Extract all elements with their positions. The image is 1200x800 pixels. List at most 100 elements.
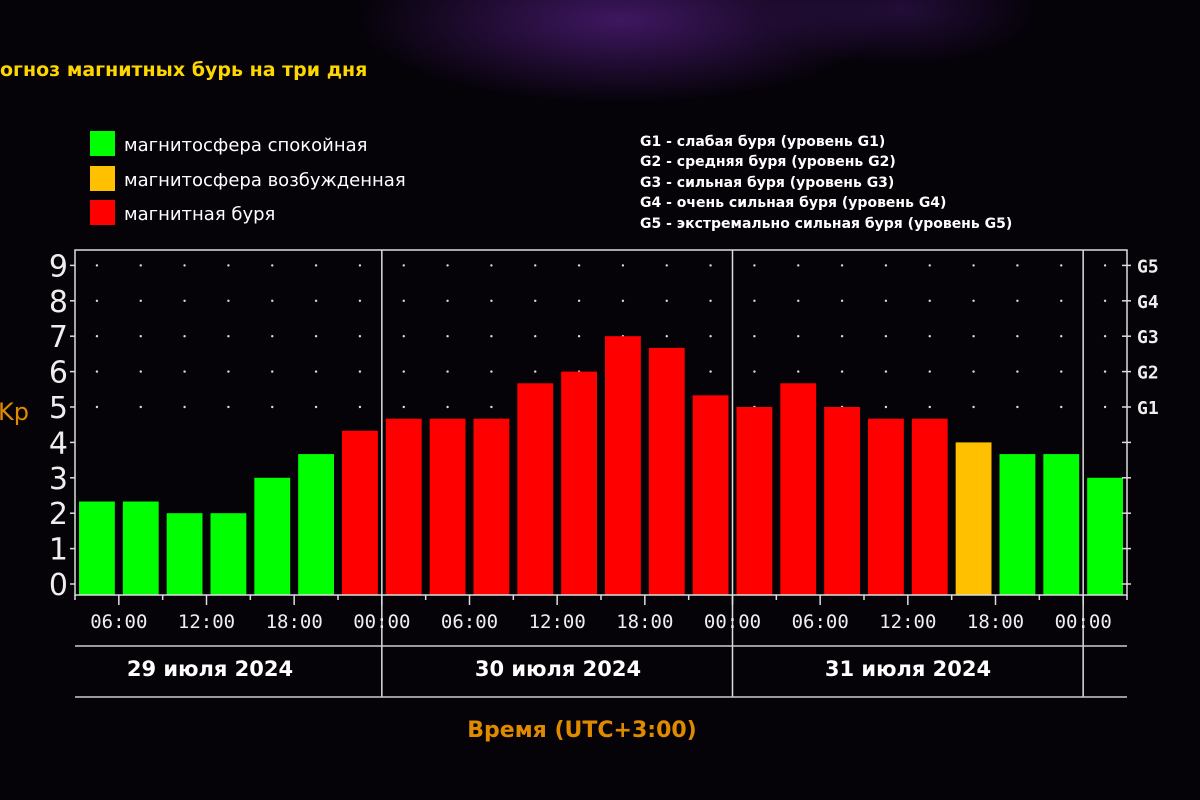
x-tick-label: 18:00	[266, 611, 323, 633]
grid-dot	[490, 264, 493, 267]
grid-dot	[753, 299, 756, 302]
day-label-1: 29 июля 2024	[127, 657, 293, 681]
legend-swatch-calm	[90, 131, 115, 156]
grid-dot	[227, 405, 230, 409]
grid-dot	[884, 299, 888, 302]
grid-dot	[1016, 299, 1019, 302]
grid-dot	[1060, 405, 1063, 409]
grid-dot	[446, 299, 449, 302]
kp-bar	[1087, 477, 1123, 595]
grid-dot	[446, 264, 449, 267]
x-tick-label: 00:00	[704, 611, 761, 633]
x-axis-label: Время (UTC+3:00)	[467, 718, 697, 743]
kp-bar	[648, 347, 685, 595]
g-tick-label: G3	[1137, 327, 1159, 348]
grid-dot	[621, 264, 625, 267]
y-tick-label: 7	[49, 320, 68, 355]
page-title: огноз магнитных бурь на три дня	[0, 59, 367, 81]
x-tick-label: 12:00	[879, 611, 936, 633]
grid-dot	[972, 264, 975, 267]
g-level-legend: G1 - слабая буря (уровень G1) G2 - средн…	[640, 134, 1012, 232]
grid-dot	[183, 264, 186, 267]
kp-bar	[999, 454, 1036, 595]
x-tick-label: 00:00	[353, 611, 410, 633]
grid-dot	[314, 405, 318, 409]
g-legend-g5: G5 - экстремально сильная буря (уровень …	[640, 216, 1012, 232]
grid-dot	[972, 335, 975, 338]
grid-dot	[1103, 264, 1107, 267]
grid-dot	[1103, 405, 1107, 409]
grid-dot	[1103, 299, 1107, 302]
grid-dot	[621, 299, 625, 302]
grid-dot	[709, 299, 712, 302]
grid-dot	[928, 299, 931, 302]
grid-dot	[402, 405, 405, 409]
grid-dot	[840, 299, 844, 302]
grid-dot	[928, 370, 931, 373]
grid-dot	[665, 264, 668, 267]
y-tick-label: 3	[49, 462, 68, 497]
kp-bar	[911, 418, 948, 595]
g-tick-label: G2	[1137, 363, 1159, 384]
y-tick-label: 4	[49, 426, 68, 461]
grid-dot	[95, 405, 99, 409]
x-tick-label: 06:00	[792, 611, 849, 633]
grid-dot	[577, 264, 581, 267]
grid-dot	[402, 370, 405, 373]
grid-dot	[884, 405, 888, 409]
grid-dot	[665, 335, 668, 338]
grid-dot	[95, 299, 99, 302]
grid-dot	[884, 335, 888, 338]
x-tick-label: 12:00	[529, 611, 586, 633]
grid-dot	[139, 405, 142, 409]
grid-dot	[358, 299, 362, 302]
grid-dot	[183, 299, 186, 302]
grid-dot	[972, 405, 975, 409]
grid-dot	[928, 335, 931, 338]
grid-dot	[534, 370, 537, 373]
grid-dot	[183, 335, 186, 338]
kp-bar	[473, 418, 510, 595]
kp-bar	[166, 513, 203, 595]
grid-dot	[753, 335, 756, 338]
grid-dot	[797, 335, 800, 338]
grid-dot	[665, 299, 668, 302]
g-legend-g3: G3 - сильная буря (уровень G3)	[640, 175, 894, 191]
g-legend-g2: G2 - средняя буря (уровень G2)	[640, 154, 896, 170]
grid-dot	[1060, 370, 1063, 373]
legend-swatch-excited	[90, 166, 115, 191]
y-axis-label: Kp	[0, 398, 29, 426]
x-tick-labels: 06:00 12:00 18:00 00:00 06:00 12:00 18:00 00:00…	[90, 611, 1112, 633]
legend-label-calm: магнитосфера спокойная	[124, 135, 367, 156]
kp-bar	[517, 383, 554, 595]
grid-dot	[972, 370, 975, 373]
grid-dot	[139, 370, 142, 373]
grid-dots	[95, 264, 1107, 409]
grid-dot	[227, 299, 230, 302]
kp-bar	[955, 442, 992, 595]
g-legend-g1: G1 - слабая буря (уровень G1)	[640, 134, 885, 150]
grid-dot	[1060, 264, 1063, 267]
grid-dot	[358, 370, 362, 373]
color-legend: магнитосфера спокойная магнитосфера возб…	[90, 131, 406, 225]
grid-dot	[1060, 335, 1063, 338]
grid-dot	[358, 264, 362, 267]
x-tick-label: 18:00	[967, 611, 1024, 633]
legend-label-excited: магнитосфера возбужденная	[124, 170, 406, 191]
x-tick-label: 06:00	[90, 611, 147, 633]
grid-dot	[753, 264, 756, 267]
grid-dot	[446, 405, 449, 409]
kp-bar	[692, 395, 729, 595]
grid-dot	[797, 299, 800, 302]
grid-dot	[1016, 370, 1019, 373]
grid-dot	[709, 264, 712, 267]
grid-dot	[490, 370, 493, 373]
kp-bar	[429, 418, 466, 595]
grid-dot	[1060, 299, 1063, 302]
grid-dot	[490, 405, 493, 409]
grid-dot	[490, 335, 493, 338]
grid-dot	[840, 370, 844, 373]
kp-bar	[210, 513, 247, 595]
